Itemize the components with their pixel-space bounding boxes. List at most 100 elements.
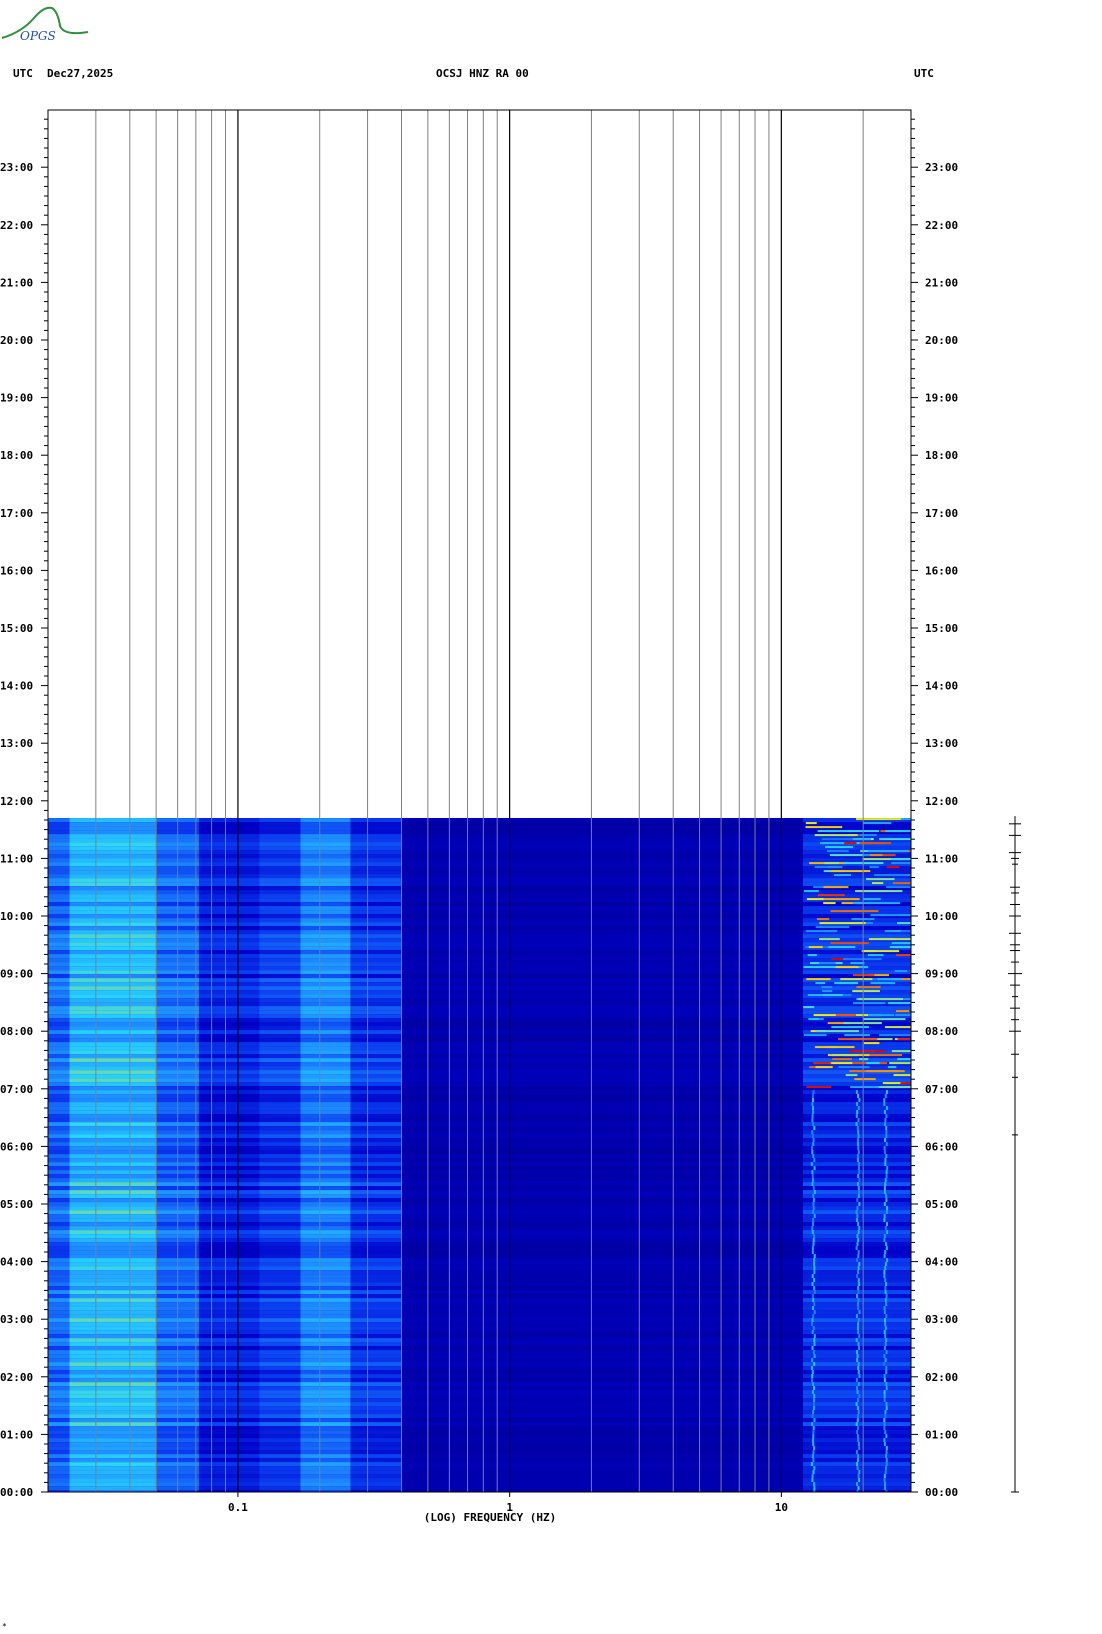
heatmap-cell (259, 1470, 301, 1475)
heatmap-event (886, 886, 911, 889)
heatmap-event (825, 846, 853, 849)
heatmap-cell (350, 1406, 402, 1411)
heatmap-cell (802, 1226, 911, 1231)
heatmap-streak (883, 1362, 886, 1367)
heatmap-cell (401, 1398, 803, 1403)
heatmap-streak (856, 1138, 859, 1143)
heatmap-streak (812, 1138, 815, 1143)
heatmap-cell (259, 1458, 301, 1463)
heatmap-cell (300, 966, 351, 971)
heatmap-cell (48, 1058, 70, 1063)
heatmap-cell (69, 1350, 157, 1355)
heatmap-cell (259, 1158, 301, 1163)
heatmap-cell (401, 1046, 803, 1051)
heatmap-cell (69, 1130, 157, 1135)
heatmap-cell (69, 874, 157, 879)
heatmap-cell (802, 950, 911, 955)
heatmap-cell (69, 1134, 157, 1139)
heatmap-cell (48, 954, 70, 959)
heatmap-cell (300, 886, 351, 891)
heatmap-cell (300, 842, 351, 847)
event-trace-strip (1008, 816, 1022, 1493)
frequency-gridlines (95, 110, 864, 1492)
heatmap-streak (885, 1126, 888, 1131)
heatmap-cell (199, 1334, 260, 1339)
heatmap-streak (883, 1214, 886, 1219)
heatmap-streak (857, 1426, 859, 1431)
y-tick-label-right: 22:00 (925, 219, 958, 232)
heatmap-cell (802, 1238, 911, 1243)
heatmap-cell (401, 1266, 803, 1271)
heatmap-streak (813, 1394, 816, 1399)
heatmap-cell (48, 938, 70, 943)
heatmap-cell (259, 1342, 301, 1347)
heatmap-streak (812, 1218, 815, 1223)
heatmap-cell (401, 850, 803, 855)
heatmap-cell (199, 1090, 260, 1095)
heatmap-cell (802, 970, 911, 975)
heatmap-cell (350, 878, 402, 883)
y-tick-label-left: 04:00 (0, 1256, 33, 1269)
heatmap-cell (350, 1074, 402, 1079)
heatmap-cell (199, 1086, 260, 1091)
heatmap-cell (802, 1058, 911, 1063)
heatmap-event (896, 1010, 909, 1013)
heatmap-streak (812, 1470, 815, 1475)
heatmap-cell (401, 914, 803, 919)
heatmap-cell (802, 906, 911, 911)
heatmap-streak (813, 1386, 815, 1391)
heatmap-cell (350, 1042, 402, 1047)
heatmap-cell (48, 1094, 70, 1099)
heatmap-cell (802, 994, 911, 999)
heatmap-cell (350, 1214, 402, 1219)
heatmap-cell (350, 870, 402, 875)
heatmap-cell (199, 1126, 260, 1131)
heatmap-cell (350, 1446, 402, 1451)
heatmap-streak (813, 1482, 816, 1487)
heatmap-cell (259, 1382, 301, 1387)
heatmap-streak (855, 1246, 858, 1251)
x-axis-label: (LOG) FREQUENCY (HZ) (424, 1511, 556, 1524)
heatmap-cell (350, 1002, 402, 1007)
heatmap-cell (802, 1454, 911, 1459)
heatmap-cell (802, 1478, 911, 1483)
heatmap-cell (300, 942, 351, 947)
heatmap-cell (199, 918, 260, 923)
heatmap-cell (300, 1086, 351, 1091)
heatmap-cell (48, 1322, 70, 1327)
heatmap-cell (259, 858, 301, 863)
heatmap-cell (69, 870, 157, 875)
heatmap-cell (300, 1114, 351, 1119)
heatmap-cell (199, 1310, 260, 1315)
heatmap-cell (48, 842, 70, 847)
heatmap-cell (802, 1098, 911, 1103)
heatmap-cell (802, 1318, 911, 1323)
heatmap-event (863, 822, 892, 825)
heatmap-cell (69, 1250, 157, 1255)
heatmap-cell (48, 962, 70, 967)
heatmap-streak (883, 1270, 886, 1275)
heatmap-cell (199, 1466, 260, 1471)
heatmap-cell (199, 1354, 260, 1359)
heatmap-streak (885, 1382, 888, 1387)
heatmap-cell (199, 966, 260, 971)
y-tick-label-right: 03:00 (925, 1313, 958, 1326)
heatmap-cell (401, 1374, 803, 1379)
date-label: Dec27,2025 (47, 67, 114, 80)
heatmap-streak (813, 1310, 816, 1315)
heatmap-streak (884, 1326, 887, 1331)
heatmap-streak (885, 1174, 888, 1179)
heatmap-cell (350, 1034, 402, 1039)
heatmap-cell (300, 846, 351, 851)
heatmap-streak (811, 1422, 814, 1427)
heatmap-cell (401, 1390, 803, 1395)
heatmap-cell (350, 1490, 402, 1492)
heatmap-cell (350, 1286, 402, 1291)
heatmap-cell (48, 1038, 70, 1043)
heatmap-cell (199, 1174, 260, 1179)
heatmap-cell (259, 1138, 301, 1143)
heatmap-cell (259, 1110, 301, 1115)
heatmap-cell (401, 1282, 803, 1287)
heatmap-cell (401, 1102, 803, 1107)
heatmap-cell (259, 1302, 301, 1307)
